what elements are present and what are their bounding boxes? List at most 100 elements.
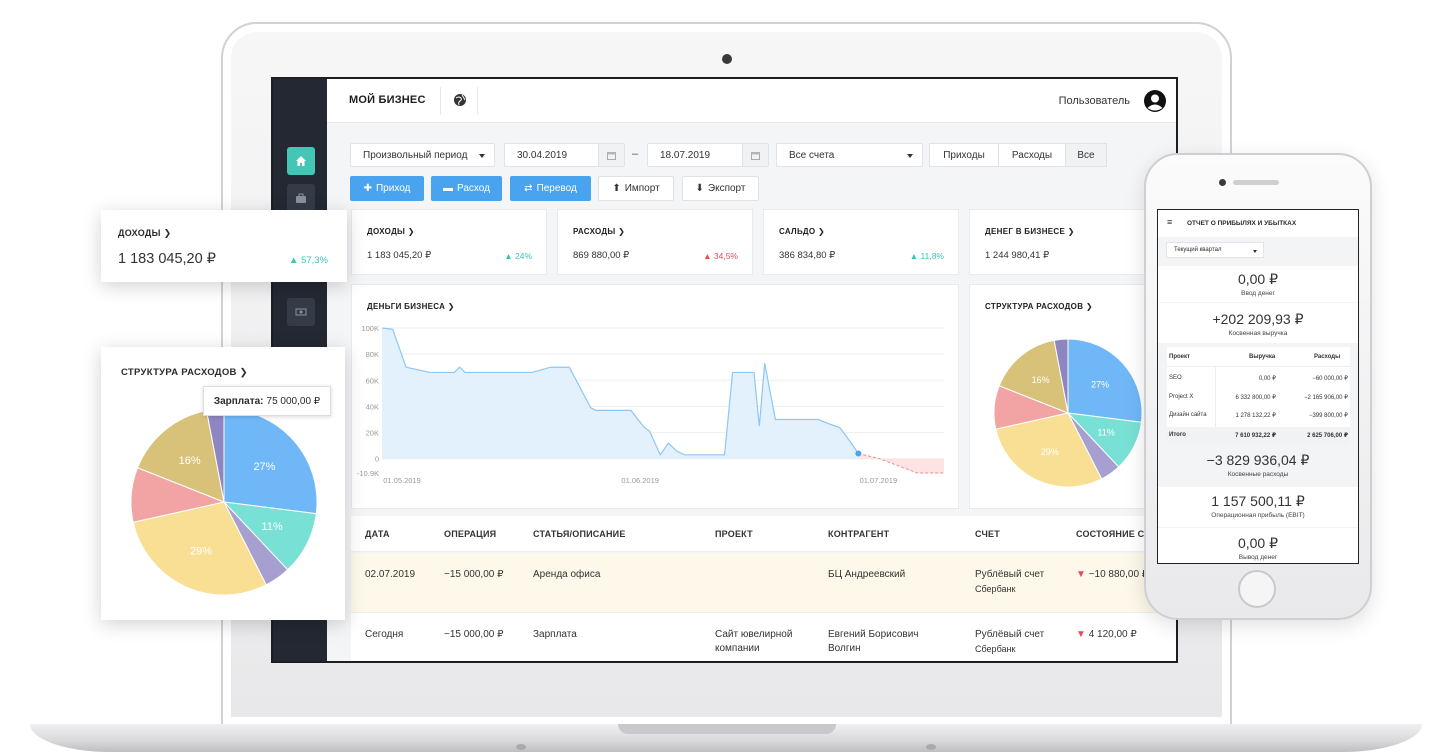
date-range-separator: – <box>632 148 639 160</box>
phone-total-expense: 2 625 706,00 ₽ <box>1307 433 1348 439</box>
phone-home-button[interactable] <box>1238 570 1276 608</box>
add-income-button[interactable]: ✚ Приход <box>350 176 424 201</box>
user-name[interactable]: Пользователь <box>1058 95 1130 107</box>
transfer-button[interactable]: ⇄ Перевод <box>510 176 591 201</box>
chevron-right-icon: ❯ <box>407 227 415 236</box>
col-balance[interactable]: СОСТОЯНИЕ СЧ <box>1076 529 1151 539</box>
row-balance: ▼ 4 120,00 ₽ <box>1076 629 1137 640</box>
phone-indirect-value: −3 829 936,04 ₽ <box>1206 452 1310 468</box>
period-select[interactable]: Произвольный период <box>350 143 495 167</box>
phone-row-expense: −2 165 906,00 ₽ <box>1303 395 1348 401</box>
date-to-input[interactable]: 18.07.2019 <box>647 143 769 167</box>
pie-slice-label: 27% <box>253 461 275 473</box>
phone-total-label: Итого <box>1169 432 1186 438</box>
phone-row-revenue: 1 278 132,22 ₽ <box>1235 413 1276 419</box>
phone-input-value: 0,00 ₽ <box>1237 271 1279 287</box>
kpi-value: 1 244 980,41 ₽ <box>985 250 1050 261</box>
chevron-down-icon <box>907 154 913 158</box>
brand-title: МОЙ БИЗНЕС <box>349 94 426 106</box>
structure-title[interactable]: СТРУКТУРА РАСХОДОВ ❯ <box>985 302 1093 311</box>
phone-project-table: Проект Выручка Расходы SEO 0,00 ₽ −60 00… <box>1167 347 1350 445</box>
y-tick-label: 20K <box>366 429 379 438</box>
laptop-foot <box>926 744 936 750</box>
today-point <box>855 450 862 457</box>
laptop-camera <box>722 54 732 64</box>
floating-income-card[interactable]: ДОХОДЫ ❯ 1 183 045,20 ₽ ▲ 57,3% <box>101 210 347 282</box>
col-date[interactable]: ДАТА <box>365 529 390 539</box>
segment-expense[interactable]: Расходы <box>998 143 1066 167</box>
accounts-select[interactable]: Все счета <box>776 143 923 167</box>
triangle-up-icon: ▲ <box>289 255 299 266</box>
kpi-title: САЛЬДО ❯ <box>779 227 825 236</box>
phone-header: ≡ ОТЧЕТ О ПРИБЫЛЯХ И УБЫТКАХ <box>1158 210 1358 237</box>
avatar-icon[interactable] <box>1143 89 1167 113</box>
kpi-value: 386 834,80 ₽ <box>779 250 836 261</box>
floating-income-title: ДОХОДЫ ❯ <box>118 228 172 238</box>
row-bank: Сбербанк <box>975 644 1016 654</box>
download-icon: ⬇ <box>695 183 704 194</box>
pie-slice <box>1053 338 1069 414</box>
col-item[interactable]: СТАТЬЯ/ОПИСАНИЕ <box>533 529 626 539</box>
phone-input-label: Ввод денег <box>1241 290 1275 297</box>
calendar-icon[interactable] <box>742 144 768 166</box>
col-account[interactable]: СЧЕТ <box>975 529 1000 539</box>
row-project-line2: компании <box>715 643 760 654</box>
accounts-value: Все счета <box>789 149 835 161</box>
phone-ebit-value: 1 157 500,11 ₽ <box>1211 493 1305 509</box>
date-from-input[interactable]: 30.04.2019 <box>504 143 625 167</box>
money-chart-title[interactable]: ДЕНЬГИ БИЗНЕСА ❯ <box>367 302 455 311</box>
expense-structure-card: СТРУКТУРА РАСХОДОВ ❯ 27% 11% 29% 16% <box>969 284 1176 509</box>
menu-icon[interactable]: ≡ <box>1167 217 1173 227</box>
money-area-fill <box>382 328 859 459</box>
export-button[interactable]: ⬇ Экспорт <box>682 176 759 201</box>
pie-slice <box>995 412 1103 488</box>
import-button[interactable]: ⬆ Импорт <box>598 176 674 201</box>
pie-slice <box>1067 338 1143 423</box>
phone-period-select[interactable]: Текущий квартал <box>1166 242 1264 258</box>
phone-output-value: 0,00 ₽ <box>1237 535 1279 551</box>
row-amount: −15 000,00 ₽ <box>444 629 504 640</box>
floating-structure-title[interactable]: СТРУКТУРА РАСХОДОВ ❯ <box>121 367 248 378</box>
table-row[interactable]: Сегодня −15 000,00 ₽ Зарплата Сайт ювели… <box>351 612 1176 661</box>
row-date: Сегодня <box>365 629 404 640</box>
pie-slice-label: 29% <box>1041 447 1059 457</box>
pie-slice-label: 27% <box>1091 380 1109 390</box>
table-row[interactable]: 02.07.2019 −15 000,00 ₽ Аренда офиса БЦ … <box>351 553 1176 612</box>
phone-screen: ≡ ОТЧЕТ О ПРИБЫЛЯХ И УБЫТКАХ Текущий ква… <box>1157 209 1359 564</box>
money-series-line <box>381 327 859 457</box>
kpi-value: 869 880,00 ₽ <box>573 250 630 261</box>
sidebar-item-projects[interactable] <box>287 184 315 212</box>
x-tick-label: 01.07.2019 <box>860 476 898 485</box>
col-project[interactable]: ПРОЕКТ <box>715 529 753 539</box>
chevron-right-icon: ❯ <box>1067 227 1075 236</box>
kpi-card-money[interactable]: ДЕНЕГ В БИЗНЕСЕ ❯ 1 244 980,41 ₽ <box>969 209 1165 275</box>
briefcase-icon <box>296 193 306 203</box>
add-income-label: Приход <box>375 183 411 194</box>
kpi-card-balance[interactable]: САЛЬДО ❯ 386 834,80 ₽ ▲ 11,8% <box>763 209 959 275</box>
segment-income[interactable]: Приходы <box>929 143 999 167</box>
floating-income-delta: ▲ 57,3% <box>289 255 328 266</box>
phone-row-revenue: 6 332 800,00 ₽ <box>1235 395 1276 401</box>
triangle-down-icon: ▼ <box>1076 629 1086 640</box>
segment-all[interactable]: Все <box>1065 143 1107 167</box>
calendar-icon[interactable] <box>598 144 624 166</box>
add-expense-button[interactable]: ▬ Расход <box>431 176 502 201</box>
sidebar-item-money[interactable] <box>287 298 315 326</box>
tooltip-label: Зарплата: <box>213 395 264 407</box>
phone-ebit-label: Операционная прибыль (EBIT) <box>1211 512 1305 519</box>
phone-camera <box>1219 179 1226 186</box>
triangle-up-icon: ▲ <box>909 251 919 261</box>
globe-icon[interactable] <box>453 93 467 107</box>
kpi-card-expense[interactable]: РАСХОДЫ ❯ 869 880,00 ₽ ▲ 34,5% <box>557 209 753 275</box>
tooltip-value: 75 000,00 ₽ <box>266 395 321 407</box>
sidebar-item-home[interactable] <box>287 147 315 175</box>
divider <box>477 87 478 115</box>
row-amount: −15 000,00 ₽ <box>444 569 504 580</box>
x-tick-label: 01.06.2019 <box>621 476 659 485</box>
phone-input-block: 0,00 ₽ Ввод денег <box>1158 266 1358 302</box>
col-operation[interactable]: ОПЕРАЦИЯ <box>444 529 497 539</box>
phone-speaker <box>1233 180 1279 185</box>
kpi-card-income[interactable]: ДОХОДЫ ❯ 1 183 045,20 ₽ ▲ 24% <box>351 209 547 275</box>
col-contractor[interactable]: КОНТРАГЕНТ <box>828 529 890 539</box>
y-tick-label: 40K <box>366 402 379 411</box>
